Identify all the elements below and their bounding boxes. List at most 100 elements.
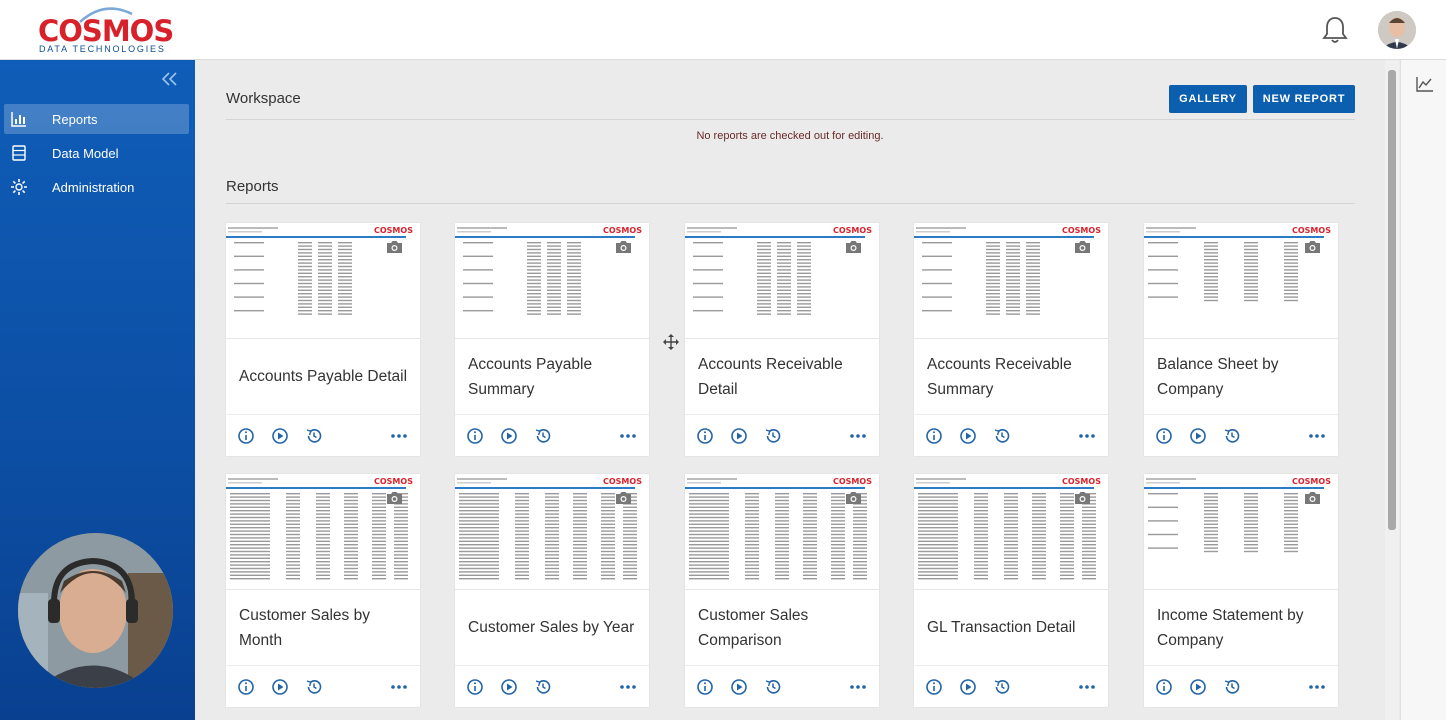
run-report-icon[interactable]	[500, 427, 518, 445]
sidebar-item-reports[interactable]: Reports	[4, 104, 189, 134]
run-report-icon[interactable]	[1189, 678, 1207, 696]
report-title[interactable]: GL Transaction Detail	[927, 619, 1076, 636]
svg-text:COSMOS: COSMOS	[1062, 226, 1101, 235]
more-options-icon[interactable]	[1308, 427, 1326, 445]
info-icon[interactable]	[925, 678, 943, 696]
report-title[interactable]: Income Statement by Company	[1157, 606, 1304, 649]
camera-icon[interactable]	[845, 491, 862, 505]
report-card[interactable]: COSMOS Customer Sales by Month	[226, 474, 420, 707]
more-options-icon[interactable]	[390, 427, 408, 445]
report-card[interactable]: COSMOS Customer Sales by Year	[455, 474, 649, 707]
camera-icon[interactable]	[386, 240, 403, 254]
collapse-sidebar-icon[interactable]	[160, 70, 180, 88]
camera-icon[interactable]	[615, 240, 632, 254]
company-logo[interactable]: COSMOS DATA TECHNOLOGIES	[38, 4, 174, 56]
report-title[interactable]: Accounts Receivable Detail	[698, 355, 843, 398]
report-card[interactable]: COSMOS Accounts Payable Summary	[455, 223, 649, 456]
sidebar-item-data-model[interactable]: Data Model	[4, 138, 189, 168]
camera-icon[interactable]	[1074, 491, 1091, 505]
camera-icon[interactable]	[386, 491, 403, 505]
history-icon[interactable]	[305, 427, 323, 445]
bar-chart-icon	[11, 112, 26, 127]
run-report-icon[interactable]	[730, 678, 748, 696]
more-options-icon[interactable]	[619, 678, 637, 696]
camera-icon[interactable]	[845, 240, 862, 254]
user-avatar[interactable]	[1378, 11, 1416, 49]
more-options-icon[interactable]	[849, 427, 867, 445]
run-report-icon[interactable]	[271, 427, 289, 445]
scrollbar-thumb[interactable]	[1388, 70, 1396, 530]
history-icon[interactable]	[1223, 678, 1241, 696]
more-options-icon[interactable]	[1078, 427, 1096, 445]
sidebar-item-administration[interactable]: Administration	[4, 172, 189, 202]
report-actions	[1144, 665, 1338, 707]
report-title[interactable]: Balance Sheet by Company	[1157, 355, 1279, 398]
more-options-icon[interactable]	[1078, 678, 1096, 696]
report-card[interactable]: COSMOS Income Statement by Company	[1144, 474, 1338, 707]
more-options-icon[interactable]	[390, 678, 408, 696]
info-icon[interactable]	[1155, 427, 1173, 445]
more-options-icon[interactable]	[1308, 678, 1326, 696]
info-icon[interactable]	[466, 678, 484, 696]
main-content: Workspace GALLERY NEW REPORT No reports …	[195, 60, 1385, 720]
run-report-icon[interactable]	[1189, 427, 1207, 445]
report-card[interactable]: COSMOS Balance Sheet by Company	[1144, 223, 1338, 456]
info-icon[interactable]	[696, 678, 714, 696]
more-options-icon[interactable]	[619, 427, 637, 445]
report-thumbnail[interactable]: COSMOS	[455, 223, 649, 339]
run-report-icon[interactable]	[271, 678, 289, 696]
run-report-icon[interactable]	[500, 678, 518, 696]
report-title[interactable]: Customer Sales by Year	[468, 619, 635, 636]
report-card[interactable]: COSMOS Customer Sales Comparison	[685, 474, 879, 707]
run-report-icon[interactable]	[730, 427, 748, 445]
info-icon[interactable]	[466, 427, 484, 445]
report-card[interactable]: COSMOS Accounts Payable Detail	[226, 223, 420, 456]
history-icon[interactable]	[534, 678, 552, 696]
history-icon[interactable]	[764, 678, 782, 696]
info-icon[interactable]	[237, 678, 255, 696]
report-thumbnail[interactable]: COSMOS	[226, 474, 420, 590]
report-thumbnail[interactable]: COSMOS	[914, 474, 1108, 590]
new-report-button[interactable]: NEW REPORT	[1253, 85, 1355, 113]
gallery-button[interactable]: GALLERY	[1169, 85, 1247, 113]
report-title[interactable]: Accounts Payable Summary	[468, 355, 593, 398]
report-card[interactable]: COSMOS Accounts Receivable Summary	[914, 223, 1108, 456]
report-thumbnail[interactable]: COSMOS	[1144, 223, 1338, 339]
report-card[interactable]: COSMOS GL Transaction Detail	[914, 474, 1108, 707]
line-chart-icon[interactable]	[1416, 76, 1434, 92]
logo-wordmark: COSMOS	[38, 14, 174, 48]
run-report-icon[interactable]	[959, 427, 977, 445]
history-icon[interactable]	[305, 678, 323, 696]
camera-icon[interactable]	[615, 491, 632, 505]
report-thumbnail[interactable]: COSMOS	[685, 223, 879, 339]
info-icon[interactable]	[696, 427, 714, 445]
report-title[interactable]: Customer Sales Comparison	[698, 606, 809, 649]
report-title[interactable]: Customer Sales by Month	[239, 606, 370, 649]
info-icon[interactable]	[925, 427, 943, 445]
report-actions	[1144, 414, 1338, 456]
report-title[interactable]: Accounts Receivable Summary	[927, 355, 1072, 398]
camera-icon[interactable]	[1304, 491, 1321, 505]
report-thumbnail[interactable]: COSMOS	[914, 223, 1108, 339]
report-thumbnail[interactable]: COSMOS	[1144, 474, 1338, 590]
info-icon[interactable]	[237, 427, 255, 445]
report-card[interactable]: COSMOS Accounts Receivable Detail	[685, 223, 879, 456]
report-title[interactable]: Accounts Payable Detail	[239, 368, 408, 385]
camera-icon[interactable]	[1304, 240, 1321, 254]
history-icon[interactable]	[993, 427, 1011, 445]
history-icon[interactable]	[534, 427, 552, 445]
report-thumbnail[interactable]: COSMOS	[685, 474, 879, 590]
svg-text:COSMOS: COSMOS	[1062, 477, 1101, 486]
history-icon[interactable]	[1223, 427, 1241, 445]
vertical-scrollbar[interactable]	[1385, 60, 1399, 720]
run-report-icon[interactable]	[959, 678, 977, 696]
history-icon[interactable]	[764, 427, 782, 445]
report-thumbnail[interactable]: COSMOS	[226, 223, 420, 339]
camera-icon[interactable]	[1074, 240, 1091, 254]
report-thumbnail[interactable]: COSMOS	[455, 474, 649, 590]
bell-icon[interactable]	[1322, 15, 1348, 45]
info-icon[interactable]	[1155, 678, 1173, 696]
more-options-icon[interactable]	[849, 678, 867, 696]
report-preview-icon: COSMOS	[914, 474, 1108, 589]
history-icon[interactable]	[993, 678, 1011, 696]
